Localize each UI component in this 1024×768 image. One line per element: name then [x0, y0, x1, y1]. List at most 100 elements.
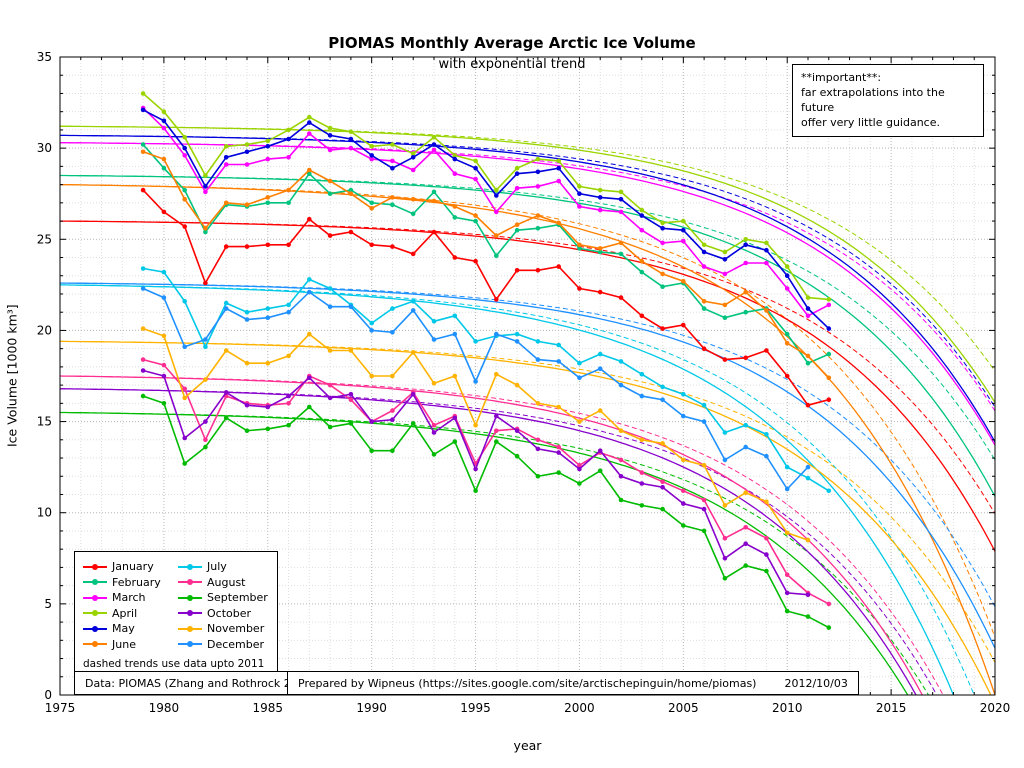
series-point-july — [410, 299, 416, 304]
trend-may — [60, 134, 996, 443]
series-point-may — [639, 213, 645, 218]
series-point-july — [639, 371, 645, 377]
annotation-box: **important**: far extrapolations into t… — [792, 64, 984, 138]
series-point-april — [473, 158, 478, 164]
series-point-september — [743, 563, 748, 568]
y-tick-label: 10 — [37, 506, 52, 520]
series-point-july — [390, 306, 395, 311]
series-point-october — [431, 430, 437, 435]
series-point-march — [743, 260, 748, 266]
series-point-june — [722, 302, 728, 308]
series-point-april — [743, 237, 748, 242]
legend-label: October — [207, 606, 252, 620]
series-point-april — [182, 134, 187, 140]
series-point-january — [348, 229, 354, 235]
series-point-may — [431, 142, 437, 147]
series-point-february — [182, 187, 187, 193]
series-point-february — [805, 360, 811, 366]
x-tick-label: 2000 — [564, 701, 595, 715]
series-point-september — [494, 439, 499, 444]
series-point-may — [681, 227, 686, 233]
series-point-june — [660, 271, 665, 277]
series-point-april — [140, 91, 146, 96]
series-point-july — [743, 422, 748, 428]
series-point-august — [140, 357, 146, 362]
x-tick-label: 2005 — [668, 701, 699, 715]
series-point-december — [618, 382, 624, 388]
series-point-june — [410, 196, 416, 202]
series-point-january — [390, 244, 395, 249]
series-point-january — [577, 286, 582, 291]
series-point-april — [161, 109, 167, 114]
series-point-december — [556, 359, 561, 364]
series-point-july — [452, 313, 458, 319]
series-point-march — [514, 185, 520, 191]
series-point-october — [161, 373, 167, 379]
series-point-april — [452, 153, 458, 158]
series-point-september — [764, 568, 769, 574]
x-tick-label: 1980 — [149, 701, 180, 715]
series-point-december — [452, 331, 458, 337]
series-point-august — [182, 386, 187, 392]
series-point-july — [327, 286, 333, 291]
legend-item-august: August — [178, 575, 269, 591]
series-point-june — [514, 222, 520, 227]
legend-swatch-may — [83, 625, 107, 632]
series-point-october — [577, 466, 582, 472]
series-point-april — [660, 220, 665, 226]
series-point-december — [722, 457, 728, 463]
series-point-march — [203, 189, 208, 195]
series-point-march — [577, 204, 582, 209]
series-point-october — [514, 428, 520, 434]
series-point-october — [639, 481, 645, 486]
series-point-december — [369, 328, 375, 333]
series-point-january — [369, 242, 375, 248]
legend-item-december: December — [178, 637, 269, 653]
chart-subtitle: with exponential trend — [438, 57, 586, 72]
series-point-april — [514, 165, 520, 171]
trend-march — [60, 142, 996, 446]
series-point-march — [182, 153, 187, 158]
series-point-may — [618, 196, 624, 202]
series-point-february — [161, 165, 167, 171]
legend-swatch-august — [178, 579, 202, 586]
series-point-december — [265, 315, 271, 321]
series-point-may — [514, 171, 520, 176]
series-point-april — [369, 144, 375, 149]
annotation-line-1: **important**: — [801, 71, 882, 84]
series-point-june — [223, 200, 229, 206]
series-point-december — [784, 486, 790, 492]
series-line-march — [142, 107, 830, 317]
series-point-january — [535, 268, 541, 273]
series-point-may — [764, 247, 769, 253]
series-point-may — [597, 195, 603, 200]
series-point-february — [577, 246, 582, 251]
series-point-november — [805, 537, 811, 543]
series-point-april — [618, 189, 624, 195]
series-point-june — [535, 213, 541, 218]
series-point-july — [556, 342, 561, 348]
legend-swatch-march — [83, 594, 107, 601]
series-point-february — [369, 200, 375, 206]
series-point-january — [784, 373, 790, 379]
series-point-may — [244, 149, 250, 155]
series-point-november — [681, 457, 686, 463]
series-point-july — [161, 269, 167, 275]
series-point-august — [286, 401, 291, 406]
series-point-january — [639, 313, 645, 319]
series-point-january — [701, 346, 707, 352]
series-point-october — [286, 393, 291, 399]
x-tick-label: 2015 — [876, 701, 907, 715]
series-point-august — [535, 437, 541, 443]
series-point-july — [514, 331, 520, 337]
series-point-march — [244, 162, 250, 167]
series-point-december — [244, 317, 250, 322]
series-point-october — [556, 450, 561, 455]
series-point-november — [182, 395, 187, 401]
series-point-may — [494, 193, 499, 198]
series-point-february — [348, 187, 354, 193]
series-line-september — [142, 395, 830, 629]
series-point-december — [743, 444, 748, 450]
y-tick-label: 15 — [37, 415, 52, 429]
series-point-november — [494, 371, 499, 377]
